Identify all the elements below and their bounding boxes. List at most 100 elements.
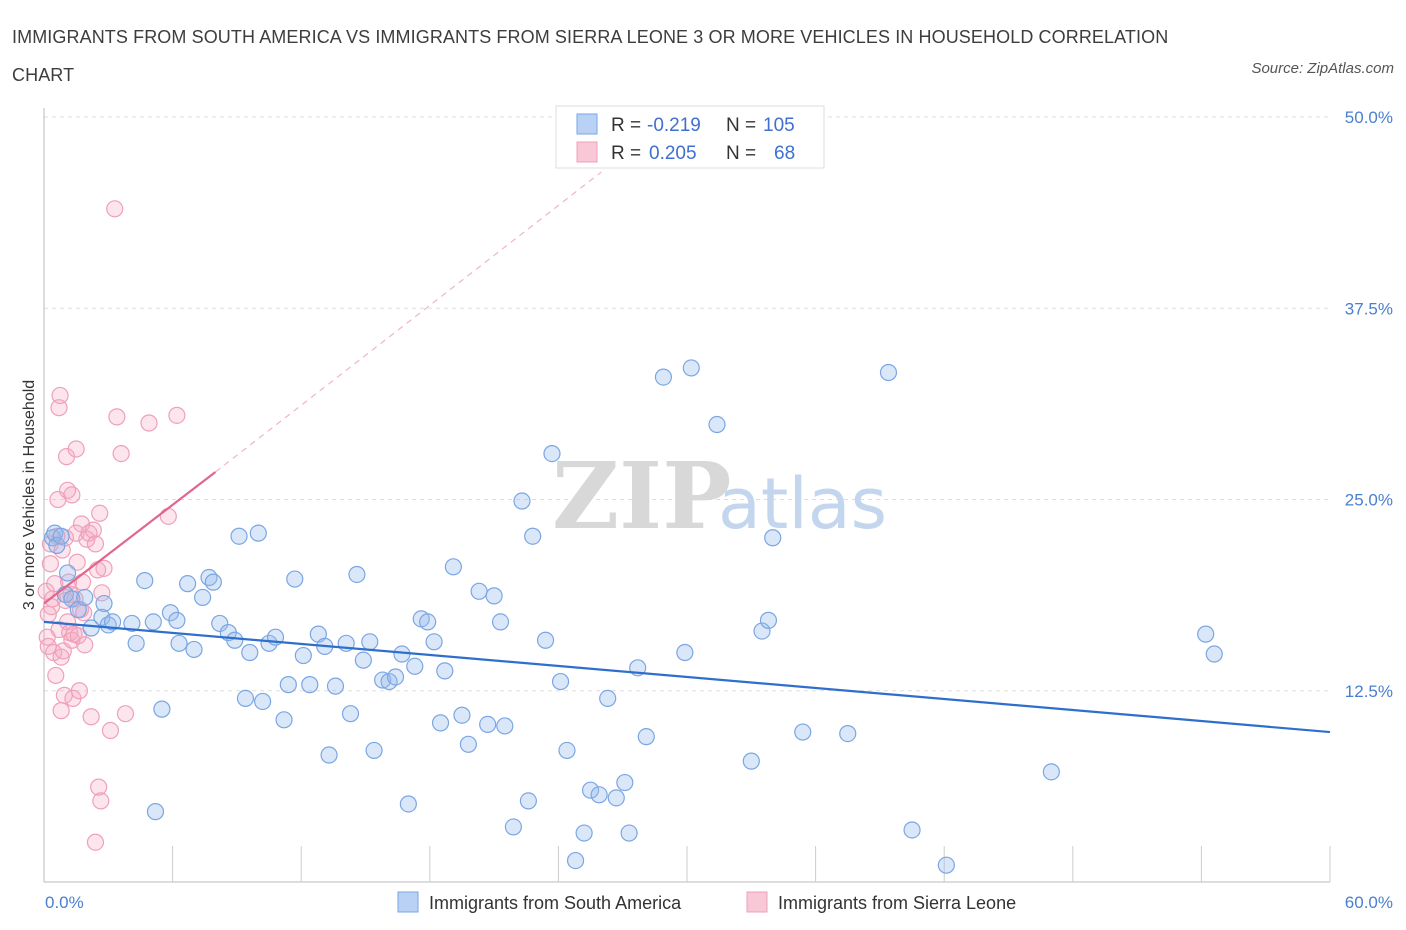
south-america-point xyxy=(326,677,345,695)
y-tick-label: 37.5% xyxy=(1345,299,1393,318)
legend-n-label-1: N = xyxy=(726,115,756,136)
south-america-point xyxy=(753,622,771,640)
south-america-point xyxy=(194,588,212,607)
watermark-atlas: atlas xyxy=(718,463,887,545)
sierra-leone-point xyxy=(168,406,186,424)
sierra-leone-point xyxy=(82,708,100,726)
x-tick-label-min: 0.0% xyxy=(45,893,84,912)
south-america-point xyxy=(575,824,593,842)
sierra-leone-point xyxy=(92,792,110,810)
south-america-point xyxy=(127,634,145,652)
sierra-leone-point xyxy=(69,627,87,645)
south-america-point xyxy=(937,856,955,874)
south-america-point xyxy=(513,492,531,510)
bottom-legend-label-blue: Immigrants from South America xyxy=(429,893,682,913)
legend-n-value-1: 105 xyxy=(763,115,795,136)
trend-lines xyxy=(43,171,1331,734)
sierra-leone-point xyxy=(67,440,85,458)
south-america-point xyxy=(504,818,522,836)
south-america-point xyxy=(676,643,694,662)
south-america-point xyxy=(839,724,857,743)
south-america-point xyxy=(399,795,417,813)
legend-r-value-2: 0.205 xyxy=(649,143,697,164)
sierra-leone-point xyxy=(112,445,130,463)
south-america-point xyxy=(406,657,424,675)
sierra-leone-point xyxy=(93,584,111,602)
south-america-point xyxy=(459,735,477,753)
south-america-point xyxy=(543,445,561,463)
south-america-point xyxy=(551,672,570,691)
legend-swatch-blue xyxy=(576,113,598,135)
sierra-leone-point xyxy=(140,414,158,432)
sierra-leone-trend-extension xyxy=(215,171,602,473)
south-america-point xyxy=(103,613,122,631)
south-america-point xyxy=(254,692,272,711)
sierra-leone-trend-line xyxy=(43,471,217,605)
south-america-point xyxy=(1205,645,1223,663)
south-america-point xyxy=(153,700,171,718)
south-america-point xyxy=(341,705,360,723)
y-tick-label: 50.0% xyxy=(1345,108,1393,127)
watermark-zip: ZIP xyxy=(552,442,731,550)
south-america-point xyxy=(279,676,297,694)
south-america-point xyxy=(425,633,443,651)
south-america-point xyxy=(185,640,203,659)
south-america-point xyxy=(479,715,497,734)
south-america-point xyxy=(58,564,77,582)
south-america-point xyxy=(764,529,782,547)
stats-legend: R = -0.219 N = 105 R = 0.205 N = 68 xyxy=(555,105,825,169)
sierra-leone-point xyxy=(86,535,105,553)
south-america-point xyxy=(241,643,259,662)
legend-r-value-1: -0.219 xyxy=(647,115,701,136)
sierra-leone-point xyxy=(73,573,92,591)
source-label: Source: ZipAtlas.com xyxy=(1251,60,1394,77)
south-america-point xyxy=(496,717,514,735)
south-america-point xyxy=(431,714,450,732)
south-america-point xyxy=(444,558,462,576)
south-america-point xyxy=(123,614,141,633)
south-america-point xyxy=(759,611,778,629)
south-america-point xyxy=(361,633,379,651)
south-america-point xyxy=(637,728,655,746)
south-america-point xyxy=(599,689,617,708)
sierra-leone-point xyxy=(63,486,81,504)
sierra-leone-point xyxy=(106,200,124,218)
south-america-point xyxy=(136,571,154,590)
south-america-point xyxy=(1197,625,1215,643)
south-america-point xyxy=(348,565,366,584)
south-america-point xyxy=(794,723,812,741)
south-america-point xyxy=(524,527,542,545)
south-america-point xyxy=(558,741,576,760)
south-america-point xyxy=(226,631,244,649)
south-america-point xyxy=(566,851,585,870)
south-america-point xyxy=(654,368,673,386)
sierra-leone-point xyxy=(159,507,177,525)
south-america-point xyxy=(52,527,70,545)
sierra-leone-point xyxy=(116,705,135,723)
sierra-leone-point xyxy=(108,408,126,426)
bottom-legend-swatch-blue xyxy=(397,891,419,913)
south-america-points xyxy=(43,359,1223,874)
south-america-point xyxy=(236,689,255,708)
south-america-point xyxy=(95,594,113,613)
south-america-point xyxy=(682,359,700,377)
bottom-legend: Immigrants from South America Immigrants… xyxy=(397,891,1016,913)
south-america-point xyxy=(742,752,760,770)
south-america-point xyxy=(536,631,555,649)
south-america-point xyxy=(453,706,471,724)
sierra-leone-point xyxy=(101,721,120,740)
legend-n-value-2: 68 xyxy=(774,143,795,164)
south-america-point xyxy=(1042,763,1060,781)
sierra-leone-point xyxy=(90,778,108,796)
watermark: ZIP atlas xyxy=(552,442,887,550)
south-america-point xyxy=(286,570,304,588)
south-america-point xyxy=(230,527,248,545)
sierra-leone-point xyxy=(86,833,105,851)
south-america-point xyxy=(354,651,372,669)
south-america-point xyxy=(470,582,488,600)
south-america-point xyxy=(204,573,222,591)
south-america-point xyxy=(903,821,921,839)
south-america-point xyxy=(294,646,312,665)
south-america-point xyxy=(170,634,188,652)
